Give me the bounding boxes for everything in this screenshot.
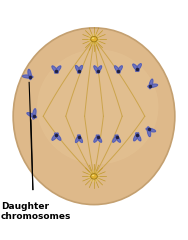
Polygon shape: [55, 133, 61, 140]
Polygon shape: [78, 135, 82, 142]
Polygon shape: [117, 66, 122, 73]
Polygon shape: [136, 133, 141, 141]
Ellipse shape: [88, 33, 100, 45]
Polygon shape: [76, 135, 80, 142]
Polygon shape: [96, 135, 102, 142]
Polygon shape: [148, 84, 158, 87]
Polygon shape: [23, 75, 33, 78]
Ellipse shape: [92, 37, 94, 39]
Polygon shape: [146, 128, 155, 132]
Text: Daughter
chromosomes: Daughter chromosomes: [1, 202, 71, 221]
Polygon shape: [133, 64, 139, 71]
Polygon shape: [113, 135, 118, 142]
Polygon shape: [94, 135, 99, 142]
Polygon shape: [33, 109, 36, 119]
Ellipse shape: [13, 28, 175, 204]
Polygon shape: [96, 66, 102, 73]
Polygon shape: [115, 66, 120, 73]
Polygon shape: [134, 133, 139, 141]
Ellipse shape: [88, 170, 100, 182]
Polygon shape: [136, 64, 141, 71]
Polygon shape: [52, 66, 58, 73]
Ellipse shape: [92, 175, 94, 176]
Polygon shape: [149, 79, 153, 89]
Polygon shape: [52, 133, 58, 140]
Polygon shape: [78, 66, 82, 73]
Polygon shape: [28, 69, 31, 79]
Ellipse shape: [91, 174, 97, 179]
Ellipse shape: [37, 49, 158, 164]
Polygon shape: [147, 127, 151, 137]
Polygon shape: [115, 135, 120, 142]
Polygon shape: [94, 66, 99, 73]
Polygon shape: [76, 66, 80, 73]
Polygon shape: [55, 66, 61, 73]
Ellipse shape: [91, 36, 97, 42]
Polygon shape: [27, 113, 36, 118]
